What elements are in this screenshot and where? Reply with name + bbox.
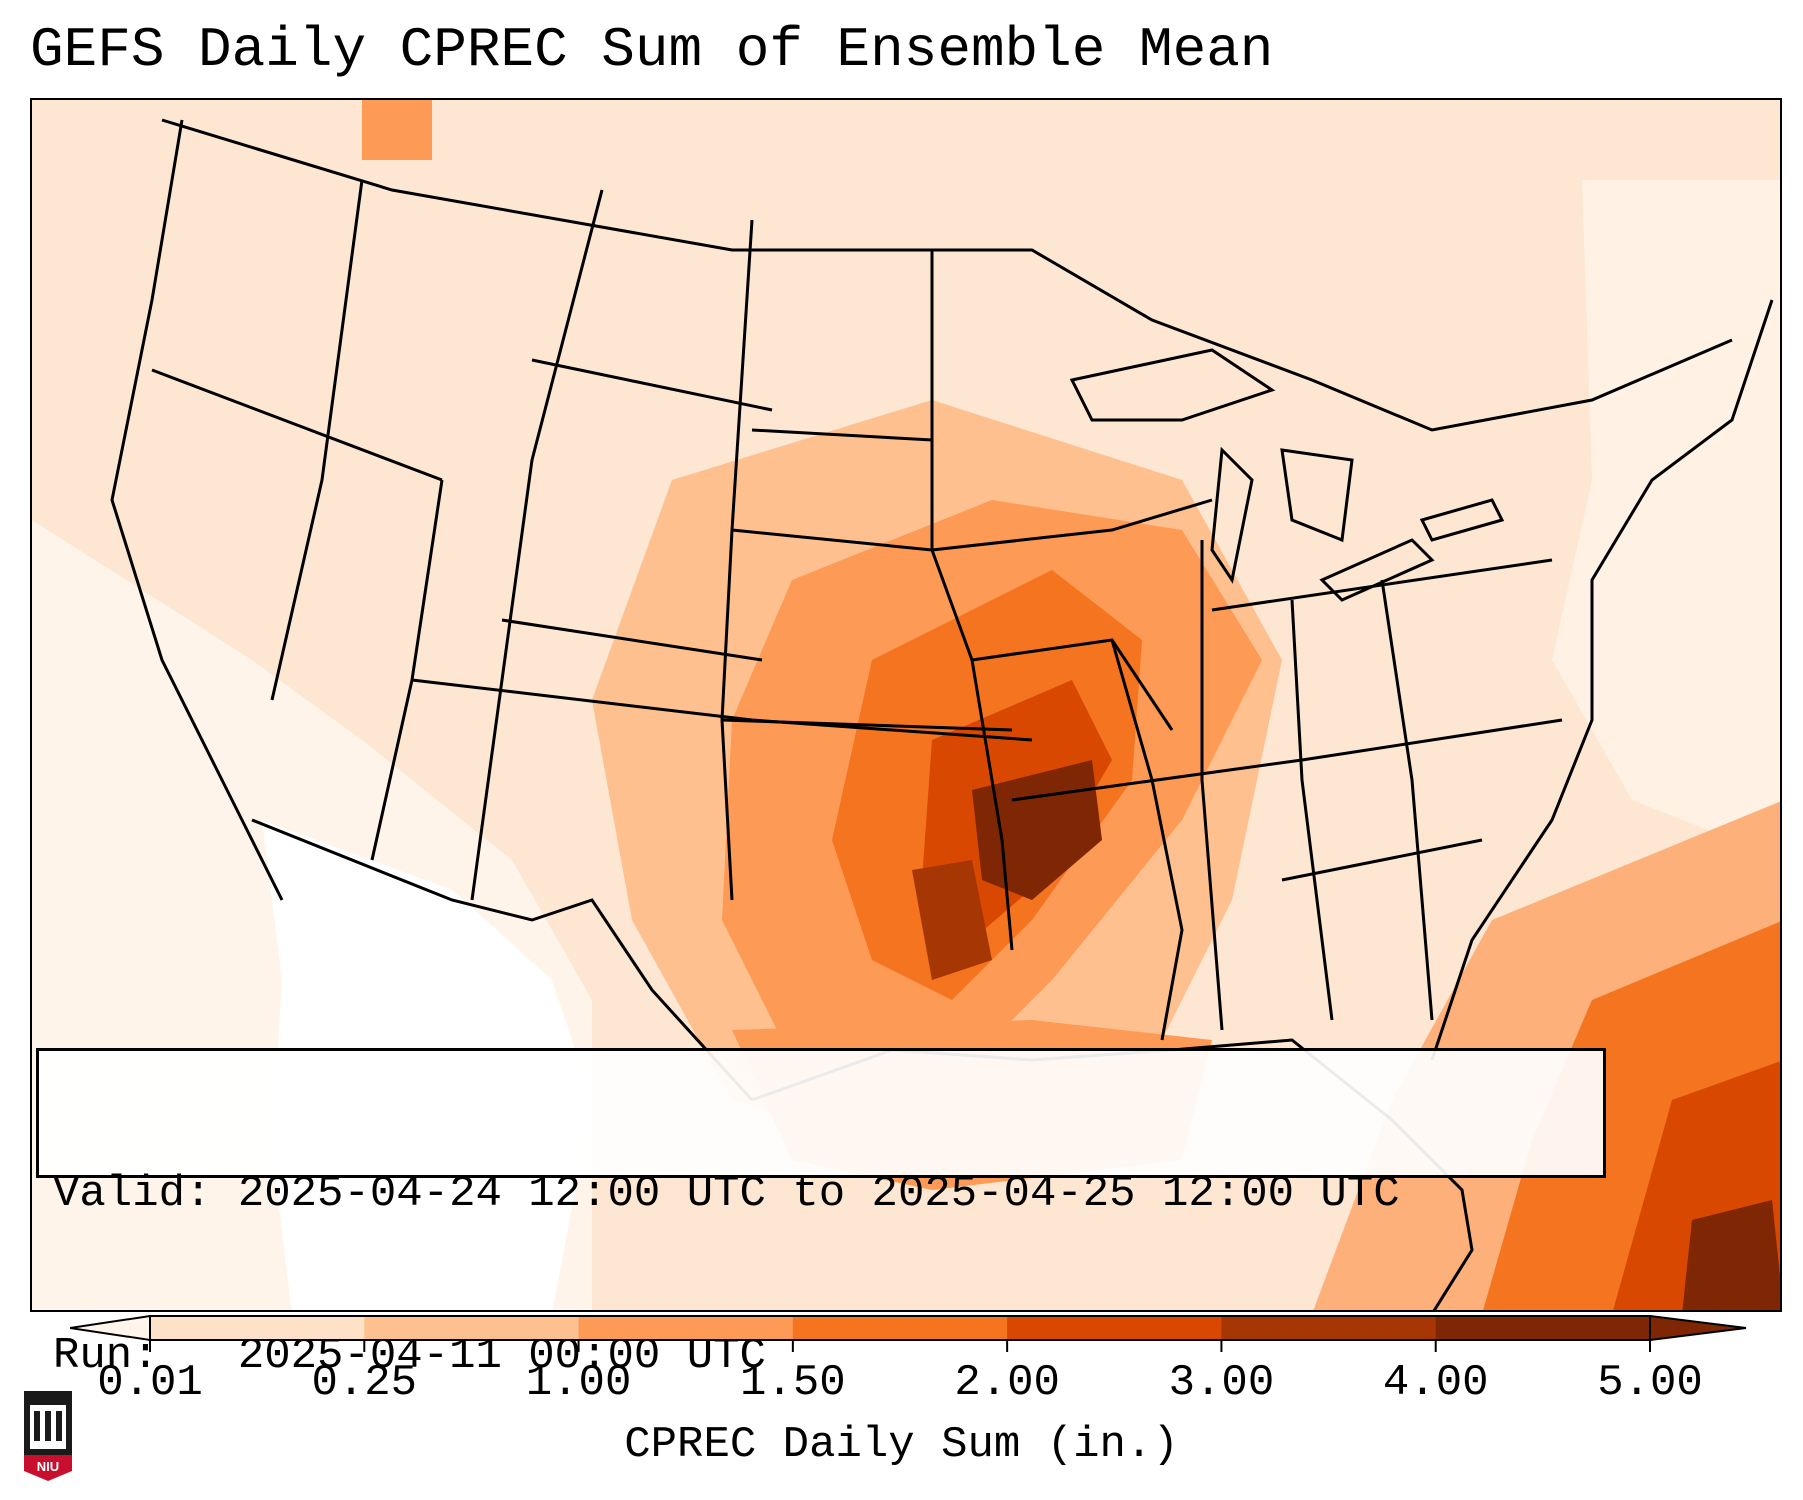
state-line-p [1110, 639, 1184, 1041]
colorbar-tick-label: 2.00 [954, 1358, 1060, 1408]
colorbar-segment [364, 1316, 580, 1340]
boundary-lines [110, 118, 1774, 1310]
colorbar-segment [578, 1316, 794, 1340]
lake-superior [1069, 348, 1276, 422]
precip-field-pacific-northwest [362, 100, 432, 160]
colorbar-tick-label: 1.00 [525, 1358, 632, 1408]
colorbar-tick-label: 0.01 [97, 1358, 203, 1408]
lake-ontario [1419, 498, 1505, 542]
precip-field-max-texas [912, 860, 992, 980]
atlantic-coast-outline [1430, 299, 1774, 1061]
niu-logo: NIU [24, 1391, 72, 1481]
state-line-a [270, 179, 364, 701]
valid-time-text: Valid: 2025-04-24 12:00 UTC to 2025-04-2… [53, 1169, 1400, 1219]
state-line-u [1281, 838, 1483, 882]
colorbar-tick-label: 4.00 [1382, 1358, 1489, 1408]
mexico-border [251, 818, 754, 1102]
state-line-e [531, 358, 773, 412]
colorbar-segment [150, 1316, 365, 1340]
colorbar-segment [792, 1316, 1008, 1340]
colorbar-tick-label: 3.00 [1168, 1358, 1275, 1408]
lake-erie [1319, 538, 1435, 602]
canada-us-border [161, 118, 1733, 432]
state-line-f [501, 618, 763, 662]
niu-logo-text: NIU [37, 1459, 59, 1474]
state-line-q [1200, 540, 1224, 1031]
state-line-h [720, 219, 754, 901]
lake-michigan [1210, 446, 1254, 584]
state-line-s [1380, 579, 1434, 1021]
precip-field-atlantic-max [1682, 1200, 1780, 1310]
map-title: GEFS Daily CPREC Sum of Ensemble Mean [30, 18, 1274, 82]
state-line-i [751, 428, 933, 442]
state-line-r [1290, 599, 1334, 1021]
state-line-k [721, 718, 1013, 732]
colorbar-min-extension [70, 1314, 151, 1342]
colorbar-segment [1007, 1316, 1222, 1340]
colorbar-tick-label: 0.25 [311, 1358, 418, 1408]
precip-field-very-light-northeast [1552, 180, 1780, 859]
colorbar-tick-label: 1.50 [740, 1358, 846, 1408]
state-line-m [931, 498, 1213, 552]
west-coast-outline [110, 119, 284, 901]
colorbar-outline [149, 1315, 1651, 1341]
colorbar-label: CPREC Daily Sum (in.) [624, 1420, 1179, 1470]
state-line-d [470, 189, 604, 901]
state-line-j [731, 528, 933, 552]
colorbar-tick-label: 5.00 [1597, 1358, 1703, 1408]
colorbar-segment [1221, 1316, 1437, 1340]
colorbar [70, 1314, 1747, 1352]
state-line-t [1211, 558, 1553, 612]
lake-huron [1280, 448, 1354, 543]
colorbar-max-extension [1649, 1314, 1747, 1342]
colorbar-segment [1435, 1316, 1651, 1340]
great-lakes [1069, 348, 1505, 602]
valid-run-info-box: Valid: 2025-04-24 12:00 UTC to 2025-04-2… [36, 1048, 1606, 1381]
state-line-b [151, 368, 443, 482]
